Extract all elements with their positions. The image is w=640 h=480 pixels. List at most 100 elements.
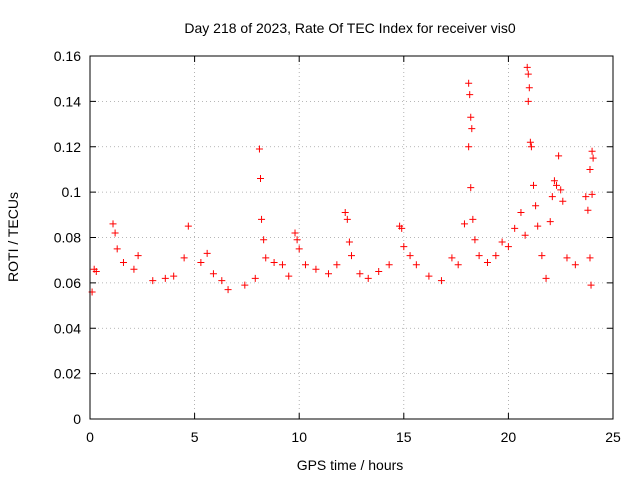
data-point	[425, 272, 433, 280]
data-point	[526, 138, 534, 146]
data-point	[483, 258, 491, 266]
data-point	[203, 249, 211, 257]
x-tick-label: 15	[396, 429, 412, 445]
data-point	[534, 222, 542, 230]
data-point	[465, 143, 473, 151]
data-point	[343, 215, 351, 223]
data-point	[364, 274, 372, 282]
data-point	[469, 215, 477, 223]
data-point	[260, 236, 268, 244]
data-point	[170, 272, 178, 280]
data-point	[584, 206, 592, 214]
data-point	[548, 193, 556, 201]
data-point	[467, 113, 475, 121]
data-point	[530, 181, 538, 189]
data-point	[412, 261, 420, 269]
data-point	[385, 261, 393, 269]
data-point	[524, 70, 532, 78]
y-tick-label: 0.16	[54, 48, 81, 64]
data-point	[460, 220, 468, 228]
y-tick-label: 0.08	[54, 230, 81, 246]
y-tick-label: 0.04	[54, 320, 81, 336]
data-point	[468, 125, 476, 133]
data-point	[582, 193, 590, 201]
data-point	[559, 197, 567, 205]
data-point	[467, 184, 475, 192]
data-point	[341, 209, 349, 217]
data-point	[532, 202, 540, 210]
data-point	[466, 91, 474, 99]
data-point	[119, 258, 127, 266]
data-point	[437, 277, 445, 285]
data-point	[291, 229, 299, 237]
data-point	[312, 265, 320, 273]
data-point	[521, 231, 529, 239]
data-point	[587, 281, 595, 289]
data-point	[550, 177, 558, 185]
data-point	[586, 254, 594, 262]
data-point	[375, 268, 383, 276]
data-point	[546, 218, 554, 226]
data-point	[209, 270, 217, 278]
data-point	[523, 63, 531, 71]
data-point	[588, 147, 596, 155]
x-tick-label: 5	[191, 429, 199, 445]
data-point	[557, 186, 565, 194]
data-point	[589, 154, 597, 162]
data-point	[398, 224, 406, 232]
data-point	[475, 252, 483, 260]
data-point	[301, 261, 309, 269]
x-tick-label: 20	[501, 429, 517, 445]
data-point	[92, 268, 100, 276]
data-point	[113, 245, 121, 253]
data-point	[333, 261, 341, 269]
data-point	[224, 286, 232, 294]
y-tick-label: 0.06	[54, 275, 81, 291]
data-point	[184, 222, 192, 230]
data-point	[256, 175, 264, 183]
data-point	[406, 252, 414, 260]
data-point	[285, 272, 293, 280]
y-tick-label: 0.02	[54, 366, 81, 382]
data-point	[109, 220, 117, 228]
data-point	[197, 258, 205, 266]
x-axis-ticks: 0 5 10 15 20 25	[86, 56, 621, 445]
data-point	[130, 265, 138, 273]
data-point	[356, 270, 364, 278]
data-point	[454, 261, 462, 269]
data-point	[563, 254, 571, 262]
data-point	[255, 145, 263, 153]
data-point	[571, 261, 579, 269]
data-point	[588, 190, 596, 198]
data-point	[293, 236, 301, 244]
data-point	[161, 274, 169, 282]
data-point	[241, 281, 249, 289]
data-point	[504, 243, 512, 251]
y-tick-label: 0	[73, 411, 81, 427]
y-axis-label: ROTI / TECUs	[5, 192, 21, 282]
data-point	[218, 277, 226, 285]
data-point	[524, 97, 532, 105]
x-tick-label: 25	[605, 429, 621, 445]
data-point	[527, 143, 535, 151]
data-point	[134, 252, 142, 260]
data-points	[88, 63, 597, 296]
data-point	[517, 209, 525, 217]
data-point	[149, 277, 157, 285]
data-point	[511, 224, 519, 232]
data-point	[262, 254, 270, 262]
data-point	[324, 270, 332, 278]
data-point	[498, 238, 506, 246]
x-axis-label: GPS time / hours	[297, 457, 404, 473]
data-point	[448, 254, 456, 262]
data-point	[278, 261, 286, 269]
data-point	[111, 229, 119, 237]
data-point	[586, 165, 594, 173]
data-point	[258, 215, 266, 223]
data-point	[553, 181, 561, 189]
data-point	[525, 84, 533, 92]
data-point	[542, 274, 550, 282]
data-point	[400, 243, 408, 251]
y-tick-label: 0.14	[54, 93, 81, 109]
